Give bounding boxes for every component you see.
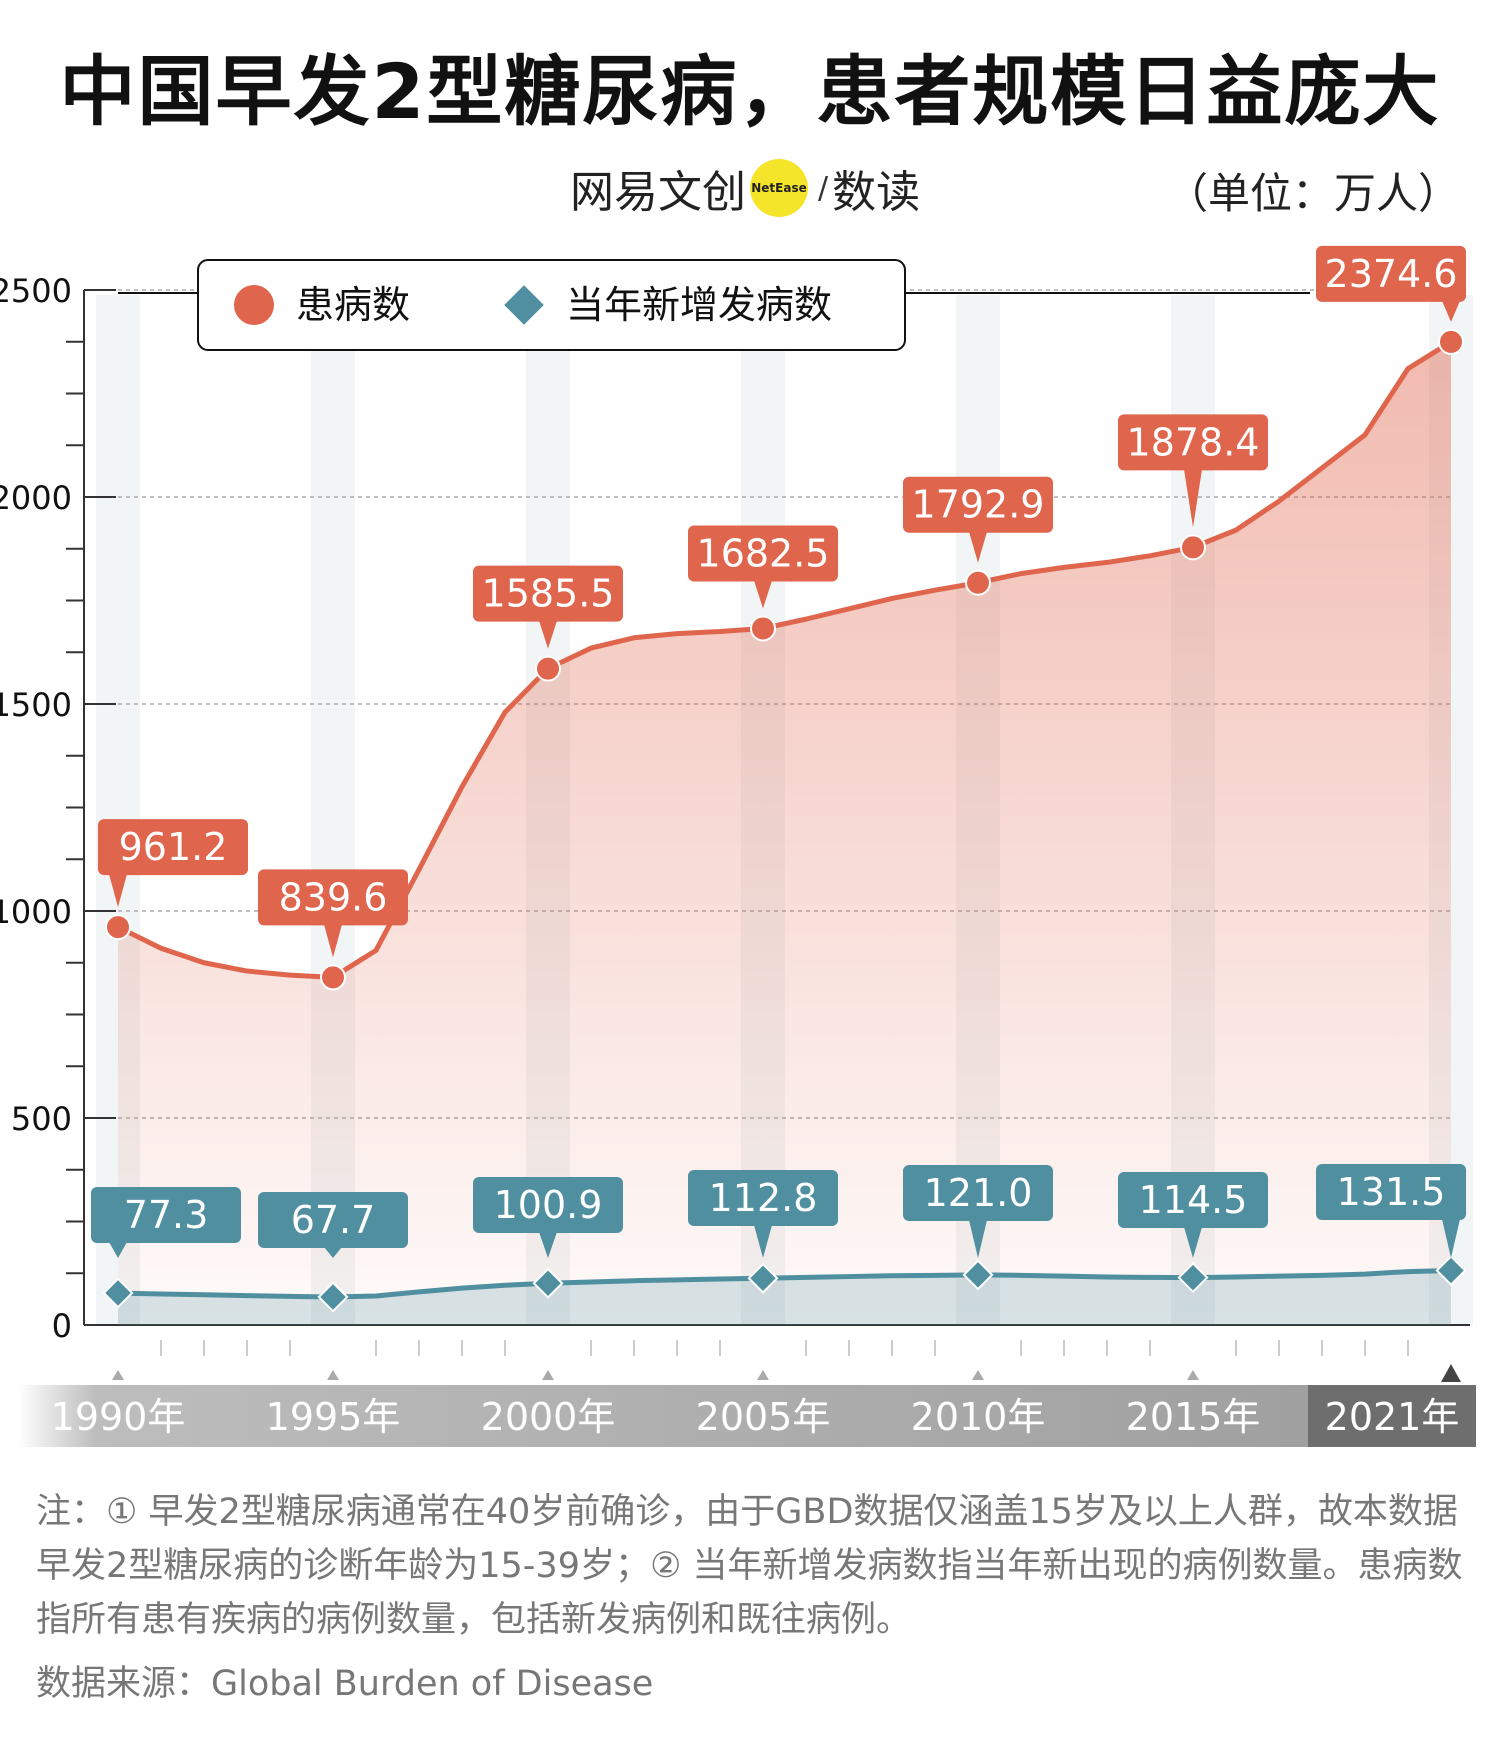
prevalence-label-box — [903, 476, 1053, 533]
prevalence-label-pointer — [969, 531, 987, 563]
prevalence-label-box — [98, 819, 248, 876]
prevalence-label: 1682.5 — [697, 531, 830, 575]
prevalence-label: 1792.9 — [912, 483, 1045, 527]
x-tick-marker — [1441, 1364, 1461, 1382]
x-tick-label: 1990年 — [51, 1395, 186, 1439]
brand-logo: 网易文创 NetEase / 数读 — [570, 158, 920, 218]
legend-incidence-swatch — [504, 285, 544, 325]
prevalence-point — [535, 655, 561, 682]
prevalence-label-box — [688, 525, 838, 582]
incidence-point — [1435, 1255, 1467, 1287]
x-tick-marker — [112, 1370, 124, 1380]
line-chart: 0 500 1000 1500 2000 2500 961.2 839.6 1585.5 1682… — [0, 245, 1476, 1447]
prevalence-label-pointer — [1184, 469, 1202, 528]
incidence-point — [747, 1262, 779, 1294]
incidence-point — [962, 1259, 994, 1291]
prevalence-area — [118, 341, 1451, 1325]
incidence-label-pointer — [754, 1225, 772, 1258]
chart-title: 中国早发2型糖尿病，患者规模日益庞大 — [59, 47, 1441, 136]
incidence-label-pointer — [539, 1232, 557, 1258]
prevalence-label-box — [1118, 414, 1268, 471]
incidence-label-pointer — [1184, 1227, 1202, 1258]
x-axis-band — [18, 1385, 1308, 1447]
unit-label: （单位：万人） — [1165, 169, 1460, 218]
incidence-label: 100.9 — [494, 1183, 603, 1227]
x-tick-label: 2010年 — [911, 1395, 1046, 1439]
incidence-point — [102, 1277, 134, 1309]
prevalence-label-pointer — [754, 580, 772, 609]
incidence-label: 112.8 — [709, 1176, 818, 1220]
prevalence-point — [750, 615, 776, 642]
incidence-label-box — [688, 1170, 838, 1226]
prevalence-point — [320, 964, 346, 991]
x-tick-label: 2021年 — [1325, 1395, 1460, 1439]
x-tick-marker — [542, 1370, 554, 1380]
x-tick-label: 2015年 — [1126, 1395, 1261, 1439]
incidence-label-pointer — [1442, 1219, 1460, 1258]
y-tick-label: 2000 — [0, 479, 72, 517]
prevalence-point — [965, 569, 991, 596]
incidence-label: 77.3 — [124, 1193, 209, 1237]
brand-badge: NetEase — [750, 159, 808, 217]
incidence-label: 114.5 — [1139, 1178, 1248, 1222]
x-axis-band-current — [1308, 1385, 1476, 1447]
source-line: 数据来源：Global Burden of Disease — [36, 1664, 654, 1704]
prevalence-point — [1180, 534, 1206, 561]
prevalence-label: 1878.4 — [1127, 420, 1260, 464]
incidence-label-box — [903, 1165, 1053, 1221]
incidence-label-box — [473, 1177, 623, 1233]
x-tick-label: 2005年 — [696, 1395, 831, 1439]
incidence-label: 67.7 — [291, 1198, 376, 1242]
prevalence-label: 2374.6 — [1325, 252, 1458, 296]
legend-prevalence-swatch — [234, 285, 274, 325]
legend-incidence-label: 当年新增发病数 — [566, 283, 832, 327]
x-tick-marker — [327, 1370, 339, 1380]
incidence-point — [1177, 1262, 1209, 1294]
prevalence-label-pointer — [109, 874, 127, 908]
incidence-label-pointer — [969, 1220, 987, 1258]
incidence-point — [317, 1281, 349, 1313]
incidence-label-box — [91, 1187, 241, 1243]
incidence-label: 121.0 — [924, 1171, 1033, 1215]
prevalence-label-pointer — [539, 620, 557, 649]
prevalence-label-box — [258, 869, 408, 926]
legend-prevalence-label: 患病数 — [296, 283, 410, 327]
x-tick-marker — [972, 1370, 984, 1380]
brand-sub: 数读 — [832, 167, 921, 218]
incidence-label-box — [258, 1192, 408, 1248]
incidence-label-pointer — [109, 1242, 127, 1258]
y-tick-label: 1500 — [0, 686, 72, 724]
prevalence-label: 961.2 — [119, 825, 228, 869]
prevalence-point — [1438, 328, 1464, 355]
incidence-label-pointer — [324, 1247, 342, 1258]
prevalence-label: 839.6 — [279, 875, 388, 919]
x-tick-label: 2000年 — [481, 1395, 616, 1439]
incidence-point — [532, 1267, 564, 1299]
y-tick-label: 2500 — [0, 272, 72, 310]
prevalence-label-box — [1316, 245, 1466, 302]
y-tick-label: 500 — [11, 1100, 72, 1138]
incidence-area — [118, 1270, 1451, 1325]
y-tick-label: 0 — [52, 1307, 72, 1345]
footnote: 注：① 早发2型糖尿病通常在40岁前确诊，由于GBD数据仅涵盖15岁及以上人群，… — [36, 1492, 1463, 1640]
brand-name: 网易文创 — [570, 167, 746, 218]
legend-box — [197, 259, 906, 351]
prevalence-label: 1585.5 — [482, 572, 615, 616]
x-tick-label: 1995年 — [266, 1395, 401, 1439]
legend: 患病数 当年新增发病数 — [118, 259, 1310, 351]
x-tick-marker — [757, 1370, 769, 1380]
incidence-label: 131.5 — [1337, 1170, 1446, 1214]
prevalence-label-pointer — [324, 924, 342, 958]
brand-slash: / — [818, 170, 829, 206]
incidence-label-box — [1316, 1164, 1466, 1220]
prevalence-label-pointer — [1442, 300, 1460, 322]
x-tick-marker — [1187, 1370, 1199, 1380]
prevalence-point — [105, 914, 131, 941]
y-tick-label: 1000 — [0, 893, 72, 931]
incidence-label-box — [1118, 1172, 1268, 1228]
prevalence-label-box — [473, 565, 623, 622]
